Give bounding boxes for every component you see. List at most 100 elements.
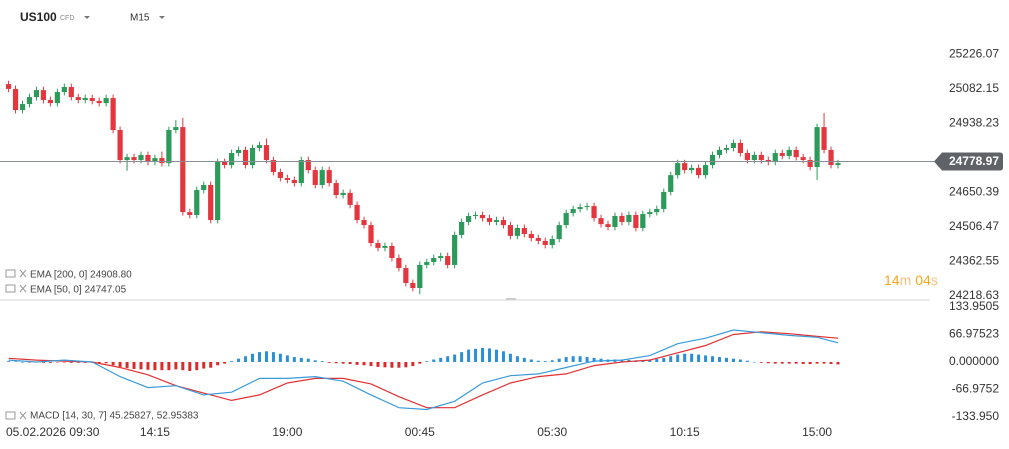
candle-body (33, 90, 40, 98)
candle-body (598, 218, 604, 225)
histogram-bar (306, 358, 310, 362)
histogram-bar (683, 353, 687, 362)
histogram-bar (557, 358, 561, 362)
candle-body (445, 256, 451, 265)
candle-body (298, 160, 304, 184)
histogram-bar (669, 356, 673, 362)
candle-body (730, 142, 737, 148)
indicator-remove[interactable] (19, 411, 27, 420)
histogram-bar (418, 361, 422, 364)
y-tick-label: -133.950 (952, 409, 1000, 423)
histogram-bar (202, 361, 206, 369)
countdown-seconds: 04 (915, 272, 931, 288)
histogram-bar (648, 359, 652, 362)
histogram-bar (704, 355, 708, 362)
histogram-bar (487, 348, 491, 362)
histogram-bar (522, 357, 526, 362)
candle-body (68, 87, 74, 98)
histogram-bar (773, 361, 777, 364)
indicator-remove[interactable] (19, 284, 27, 293)
histogram-bar (41, 361, 45, 363)
histogram-bar (83, 361, 87, 363)
indicator-settings[interactable] (5, 411, 16, 420)
candle-body (751, 154, 757, 161)
symbol-dropdown[interactable] (84, 16, 90, 19)
histogram-bar (97, 361, 101, 364)
candle-body (465, 215, 472, 222)
histogram-bar (592, 357, 596, 362)
candle-body (675, 163, 681, 176)
histogram-bar (153, 361, 157, 371)
histogram-bar (257, 352, 261, 362)
histogram-bar (76, 361, 80, 363)
candle-body (145, 154, 151, 162)
histogram-bar (711, 356, 715, 362)
macd-line (8, 329, 839, 411)
candle-body (89, 98, 95, 101)
histogram-bar (467, 349, 471, 362)
candle-body (75, 97, 81, 100)
histogram-bar (118, 361, 122, 367)
histogram-bar (320, 361, 324, 362)
y-tick-label: -66.9752 (952, 382, 1000, 396)
indicator-remove[interactable] (19, 269, 27, 278)
y-tick-label: 24938.23 (949, 115, 999, 129)
candle-body (800, 157, 806, 161)
candle-body (319, 170, 325, 185)
candle-body (312, 170, 318, 185)
market-type: CFD (60, 15, 74, 22)
candle-body (507, 225, 514, 236)
candle-body (737, 142, 744, 154)
histogram-bar (7, 361, 11, 362)
indicator-settings[interactable] (5, 269, 16, 278)
candle-body (772, 153, 778, 162)
countdown-unit: m (900, 272, 912, 288)
histogram-bar (223, 361, 227, 364)
candle-body (340, 192, 346, 196)
histogram-bar (397, 361, 401, 368)
candle-body (452, 234, 458, 265)
countdown-minutes: 14 (884, 272, 900, 288)
histogram-bar (160, 361, 164, 371)
candle-body (661, 191, 667, 209)
timeframe[interactable]: M15 (130, 13, 150, 24)
candle-body (438, 256, 444, 258)
histogram-bar (27, 361, 31, 363)
histogram-bar (515, 356, 519, 362)
resize-handle[interactable] (506, 298, 516, 300)
histogram-bar (167, 361, 171, 371)
candle-body (396, 257, 402, 269)
candle-body (110, 98, 116, 130)
candle-body (26, 97, 33, 105)
histogram-bar (209, 361, 213, 368)
candle-body (472, 214, 479, 216)
indicator-settings[interactable] (5, 284, 16, 293)
candle-body (584, 206, 590, 208)
symbol[interactable]: US100 (20, 10, 57, 24)
candle-body (417, 264, 423, 288)
candle-body (605, 224, 611, 227)
histogram-bar (313, 360, 317, 362)
candle-body (493, 220, 500, 222)
candle-body (375, 243, 381, 248)
histogram-bar (780, 361, 784, 364)
histogram-bar (787, 361, 791, 364)
timeframe-dropdown[interactable] (159, 16, 165, 19)
y-tick-label: 25226.07 (949, 46, 999, 60)
candle-body (131, 157, 137, 161)
candle-body (514, 227, 520, 236)
x-tick-label: 10:15 (670, 425, 700, 439)
candle-body (159, 158, 165, 164)
histogram-bar (327, 361, 331, 363)
candle-body (291, 179, 297, 184)
candle-body (347, 192, 353, 205)
histogram-bar (355, 361, 359, 365)
candle-body (138, 154, 144, 161)
histogram-bar (724, 357, 728, 362)
histogram-bar (731, 358, 735, 362)
candle-body (814, 127, 820, 167)
candle-body (194, 190, 200, 215)
candle-body (647, 212, 653, 215)
candle-body (786, 149, 792, 156)
